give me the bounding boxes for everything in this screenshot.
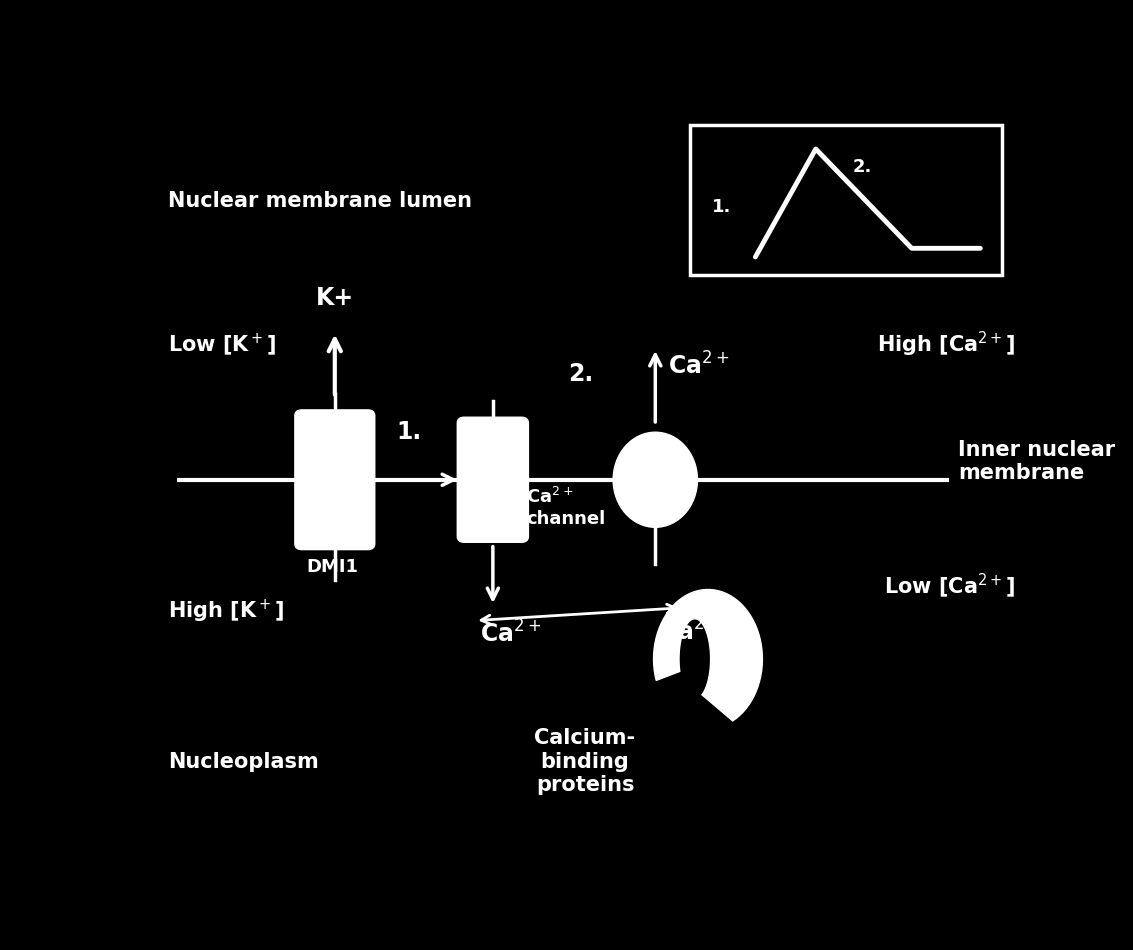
Text: K+: K+ <box>316 286 353 310</box>
Text: High [K$^+$]: High [K$^+$] <box>168 598 284 625</box>
Polygon shape <box>654 590 763 721</box>
FancyBboxPatch shape <box>295 409 375 550</box>
Text: 1.: 1. <box>713 199 732 217</box>
Bar <box>690 125 1003 275</box>
Text: Ca$^{2+}$: Ca$^{2+}$ <box>659 618 721 646</box>
Text: Low [Ca$^{2+}$]: Low [Ca$^{2+}$] <box>885 572 1015 600</box>
Text: Nuclear membrane lumen: Nuclear membrane lumen <box>168 191 472 211</box>
Text: Inner nuclear
membrane: Inner nuclear membrane <box>959 440 1115 483</box>
Text: 2.: 2. <box>852 158 872 176</box>
Text: High [Ca$^{2+}$]: High [Ca$^{2+}$] <box>877 330 1015 359</box>
Text: Ca$^{2+}$: Ca$^{2+}$ <box>668 352 730 380</box>
Text: Ca$^{2+}$: Ca$^{2+}$ <box>479 620 542 648</box>
Text: Ca$^{2+}$
channel: Ca$^{2+}$ channel <box>526 487 605 528</box>
Ellipse shape <box>613 432 698 527</box>
FancyBboxPatch shape <box>458 417 528 542</box>
Text: Nucleoplasm: Nucleoplasm <box>168 752 318 772</box>
Text: DMI1: DMI1 <box>306 559 358 577</box>
Text: 1.: 1. <box>397 420 423 445</box>
Text: 2.: 2. <box>568 362 594 386</box>
Text: Calcium-
binding
proteins: Calcium- binding proteins <box>535 729 636 795</box>
Text: Low [K$^+$]: Low [K$^+$] <box>168 332 276 358</box>
